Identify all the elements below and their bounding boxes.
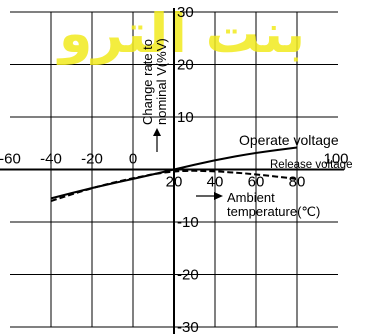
x-tick-label: 0 xyxy=(129,151,137,168)
y-tick-labels: 30 20 10 -10 -20 -30 xyxy=(177,4,199,334)
x-axis-label-line2: temperature(℃) xyxy=(227,204,320,219)
y-axis-label-line1: Change rate to xyxy=(140,39,155,125)
y-tick-label: -10 xyxy=(177,214,199,231)
y-axis-label-line2: nominal V(%V) xyxy=(154,38,169,125)
y-tick-label: -30 xyxy=(177,319,199,334)
y-tick-label: 20 xyxy=(177,57,194,74)
x-tick-label: -40 xyxy=(40,151,62,168)
x-tick-label: 100 xyxy=(323,151,348,168)
watermark: بنت الترو xyxy=(56,2,305,65)
release-voltage-line xyxy=(50,169,298,202)
series-label-operate: Operate voltage xyxy=(239,132,339,148)
x-tick-label: 80 xyxy=(289,174,306,191)
x-tick-label: 20 xyxy=(166,174,183,191)
y-axis-arrowhead xyxy=(153,128,161,136)
y-tick-label: 10 xyxy=(177,109,194,126)
y-tick-label: 30 xyxy=(177,4,194,21)
chart-series xyxy=(50,146,298,202)
x-tick-label: 60 xyxy=(248,174,265,191)
chart-labels: Operate voltage Release voltage Change rat… xyxy=(140,38,352,219)
x-tick-label: 40 xyxy=(207,174,224,191)
y-tick-label: -20 xyxy=(177,267,199,284)
x-tick-label: -20 xyxy=(81,151,103,168)
operate-voltage-line xyxy=(50,146,298,200)
series-label-release: Release voltage xyxy=(270,159,352,171)
x-tick-label: -60 xyxy=(0,151,21,168)
x-axis-arrowhead xyxy=(214,192,223,200)
x-tick-labels: -60 -40 -20 0 20 40 60 80 100 xyxy=(0,151,349,191)
y-axis-label: Change rate to nominal V(%V) xyxy=(140,38,169,125)
x-axis-label-line1: Ambient xyxy=(227,190,275,205)
